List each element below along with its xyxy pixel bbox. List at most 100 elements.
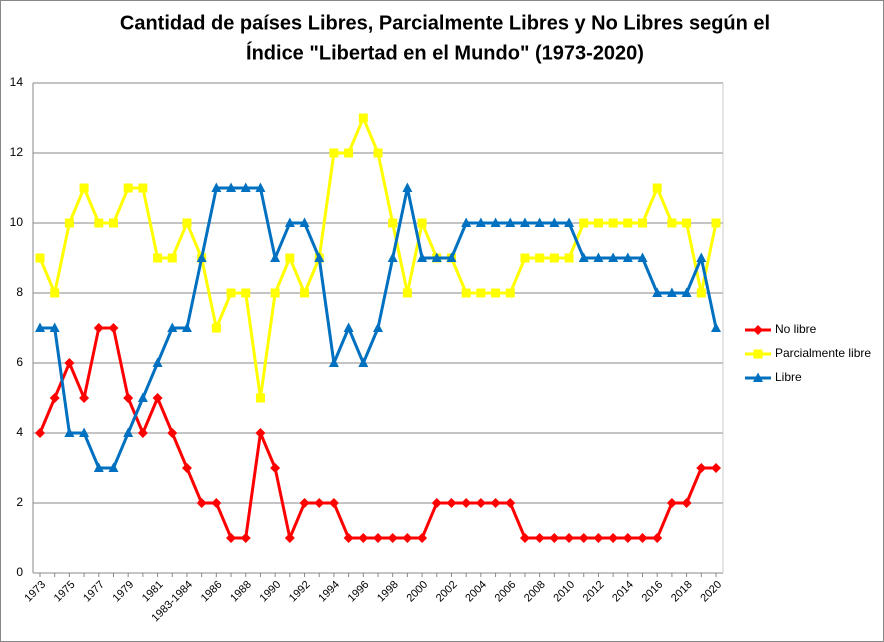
marker	[652, 287, 663, 297]
marker	[519, 533, 530, 543]
marker	[431, 252, 442, 262]
marker	[108, 218, 118, 228]
marker	[49, 393, 60, 403]
y-tick-label: 12	[10, 145, 24, 159]
marker	[49, 322, 60, 332]
y-tick-label: 0	[16, 565, 23, 579]
marker	[549, 253, 559, 263]
marker	[35, 253, 45, 263]
marker	[152, 357, 163, 367]
marker	[623, 218, 633, 228]
marker	[373, 533, 383, 543]
marker	[666, 287, 677, 297]
marker	[490, 498, 501, 508]
legend-label: No libre	[775, 322, 817, 336]
marker	[152, 393, 163, 403]
marker	[123, 427, 134, 437]
marker	[343, 533, 354, 543]
marker	[181, 322, 192, 332]
legend-marker	[753, 325, 763, 335]
marker	[64, 218, 74, 228]
marker	[549, 533, 560, 543]
marker	[240, 182, 251, 192]
marker	[79, 427, 90, 437]
marker	[564, 217, 575, 227]
chart-subtitle: Índice "Libertad en el Mundo" (1973-2020…	[246, 41, 644, 64]
marker	[79, 393, 90, 403]
marker	[167, 253, 177, 263]
marker	[123, 393, 134, 403]
marker	[622, 533, 633, 543]
chart-title: Cantidad de países Libres, Parcialmente …	[120, 12, 770, 34]
marker	[358, 357, 369, 367]
marker	[329, 148, 339, 158]
marker	[593, 218, 603, 228]
marker	[681, 498, 692, 508]
marker	[402, 533, 413, 543]
marker	[211, 323, 221, 333]
marker	[402, 182, 413, 192]
marker	[255, 428, 266, 438]
marker	[520, 253, 530, 263]
marker	[79, 183, 89, 193]
marker	[491, 288, 501, 298]
marker	[255, 182, 266, 192]
marker	[64, 427, 75, 437]
marker	[108, 323, 119, 333]
marker	[64, 358, 75, 368]
marker	[578, 252, 589, 262]
marker	[196, 498, 207, 508]
marker	[711, 322, 721, 332]
marker	[344, 148, 354, 158]
marker	[343, 322, 354, 332]
marker	[300, 288, 310, 298]
marker	[461, 288, 471, 298]
marker	[181, 463, 192, 473]
marker	[446, 498, 457, 508]
marker	[153, 253, 163, 263]
marker	[681, 287, 692, 297]
y-tick-label: 8	[16, 285, 23, 299]
marker	[637, 533, 648, 543]
marker	[534, 533, 545, 543]
marker	[682, 218, 692, 228]
marker	[314, 252, 325, 262]
y-tick-label: 2	[16, 495, 23, 509]
marker	[211, 498, 222, 508]
marker	[490, 217, 501, 227]
marker	[696, 288, 706, 298]
marker	[270, 463, 281, 473]
legend-marker	[753, 372, 763, 382]
marker	[564, 533, 575, 543]
marker	[461, 217, 472, 227]
marker	[314, 498, 325, 508]
marker	[608, 252, 619, 262]
marker	[226, 533, 237, 543]
marker	[35, 322, 45, 332]
marker	[358, 533, 369, 543]
marker	[123, 183, 133, 193]
y-tick-label: 4	[16, 425, 23, 439]
marker	[402, 288, 412, 298]
legend-marker	[753, 349, 763, 359]
marker	[652, 533, 663, 543]
marker	[328, 357, 339, 367]
marker	[476, 288, 486, 298]
marker	[475, 217, 486, 227]
marker	[696, 252, 707, 262]
marker	[137, 392, 148, 402]
marker	[167, 428, 178, 438]
marker	[226, 182, 237, 192]
marker	[373, 322, 383, 332]
marker	[667, 218, 677, 228]
marker	[535, 253, 545, 263]
marker	[182, 218, 192, 228]
marker	[255, 393, 265, 403]
marker	[93, 323, 104, 333]
marker	[328, 498, 339, 508]
marker	[387, 252, 398, 262]
marker	[666, 498, 677, 508]
legend-label: Parcialmente libre	[775, 346, 871, 360]
